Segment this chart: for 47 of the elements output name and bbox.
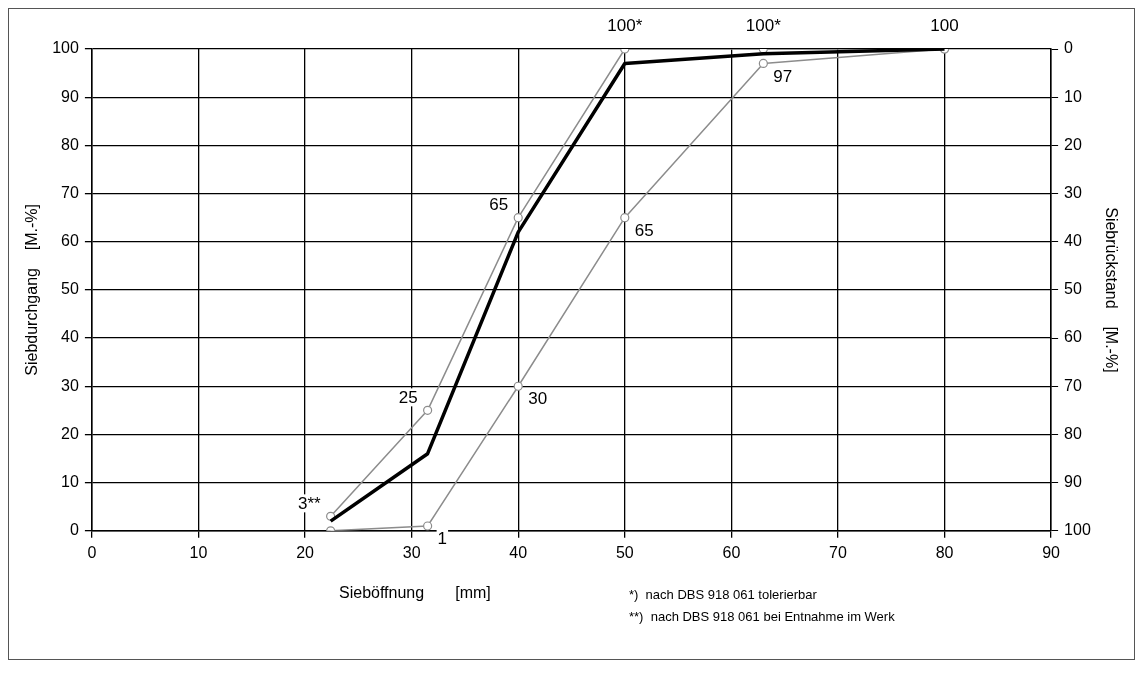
- data-label: 97: [773, 66, 793, 86]
- data-label: 3**: [297, 493, 322, 513]
- x-tick-label: 30: [402, 543, 421, 561]
- y-tick-label: 0: [69, 521, 79, 539]
- data-label: 65: [634, 220, 654, 240]
- x-tick-label: 20: [296, 543, 315, 561]
- data-label: 65: [489, 194, 509, 214]
- text: **) nach DBS 918 061 bei Entnahme im Werk: [629, 608, 895, 626]
- y-tick-label: 30: [61, 376, 79, 394]
- y-tick-label: 90: [61, 87, 79, 105]
- x-tick-label: 60: [722, 543, 741, 561]
- y-tick-label: 20: [61, 424, 79, 442]
- x-tick-label: 80: [935, 543, 954, 561]
- y2-tick-label: 90: [1064, 473, 1082, 491]
- data-label: 25: [398, 387, 418, 407]
- x-tick-label: 40: [509, 543, 528, 561]
- y2-tick-label: 80: [1064, 424, 1082, 442]
- y-axis-title: Siebdurchgang [M.-%]: [23, 204, 41, 376]
- y-tick-label: 80: [61, 135, 79, 153]
- text: *) nach DBS 918 061 tolerierbar: [629, 586, 818, 604]
- y2-tick-label: 0: [1064, 39, 1074, 57]
- y-tick-label: 100: [52, 39, 79, 57]
- y2-axis-title: Siebrückstand [M.-%]: [1102, 207, 1120, 373]
- y-tick-label: 50: [61, 280, 79, 298]
- x-tick-label: 50: [615, 543, 634, 561]
- y2-tick-label: 60: [1064, 328, 1082, 346]
- y2-tick-label: 50: [1064, 280, 1082, 298]
- data-label: 100*: [745, 16, 782, 36]
- x-tick-label: 0: [87, 543, 97, 561]
- data-label: 100*: [607, 16, 643, 36]
- y2-tick-label: 100: [1064, 521, 1091, 539]
- y2-tick-label: 40: [1064, 232, 1082, 250]
- x-axis-title: Sieböffnung [mm]: [339, 584, 491, 602]
- x-tick-label: 10: [189, 543, 208, 561]
- y-tick-label: 60: [61, 232, 79, 250]
- data-label: 100: [930, 16, 959, 36]
- data-label: 1: [437, 529, 448, 549]
- y2-tick-label: 70: [1064, 376, 1082, 394]
- y-tick-label: 70: [61, 183, 79, 201]
- x-tick-label: 90: [1042, 543, 1061, 561]
- y2-tick-label: 30: [1064, 183, 1082, 201]
- y-tick-label: 10: [61, 473, 79, 491]
- data-label: 30: [528, 389, 548, 409]
- x-tick-label: 70: [829, 543, 847, 561]
- y-tick-label: 40: [61, 328, 79, 346]
- y2-tick-label: 10: [1064, 87, 1082, 105]
- y2-tick-label: 20: [1064, 135, 1082, 153]
